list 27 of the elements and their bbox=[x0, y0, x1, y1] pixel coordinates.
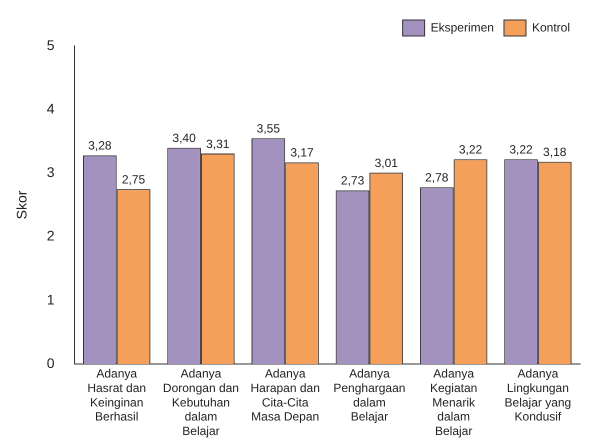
data-label: 2,75 bbox=[122, 172, 146, 186]
y-tick-label: 0 bbox=[46, 354, 55, 371]
legend-label: Eksperimen bbox=[430, 20, 494, 34]
x-tick-label: Adanya Lingkungan Belajar yang Kondusif bbox=[504, 366, 572, 424]
y-tick-label: 2 bbox=[46, 228, 55, 244]
legend-label: Kontrol bbox=[532, 20, 570, 34]
x-tick-label: Adanya Harapan dan Cita-Cita Masa Depan bbox=[250, 366, 320, 424]
x-tick-label: Adanya Penghargaan dalam Belajar bbox=[333, 366, 406, 424]
data-label: 3,31 bbox=[206, 136, 230, 151]
data-label: 3,22 bbox=[509, 142, 534, 157]
data-label: 3,17 bbox=[290, 146, 314, 160]
data-label: 3,18 bbox=[543, 145, 567, 160]
x-tick-label: Adanya Hasrat dan Keinginan Berhasil bbox=[87, 366, 146, 424]
x-tick-label: Adanya Kegiatan Menarik dalam Belajar bbox=[430, 366, 478, 438]
data-label: 2,73 bbox=[340, 174, 365, 188]
y-tick-label: 1 bbox=[46, 291, 55, 308]
data-label: 3,28 bbox=[88, 138, 112, 153]
data-label: 3,22 bbox=[458, 142, 482, 157]
data-label: 3,01 bbox=[374, 156, 398, 170]
data-label: 3,55 bbox=[256, 122, 280, 136]
data-label: 2,78 bbox=[425, 170, 449, 185]
y-tick-label: 5 bbox=[46, 36, 55, 53]
y-axis-title: Skor bbox=[13, 190, 30, 220]
y-tick-label: 4 bbox=[46, 100, 55, 116]
x-tick-label: Adanya Dorongan dan Kebutuhan dalam Belajar bbox=[162, 366, 239, 438]
y-tick-label: 3 bbox=[46, 164, 55, 180]
data-label: 3,40 bbox=[172, 131, 196, 146]
